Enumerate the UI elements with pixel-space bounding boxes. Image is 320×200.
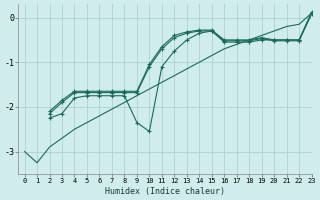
- X-axis label: Humidex (Indice chaleur): Humidex (Indice chaleur): [105, 187, 225, 196]
